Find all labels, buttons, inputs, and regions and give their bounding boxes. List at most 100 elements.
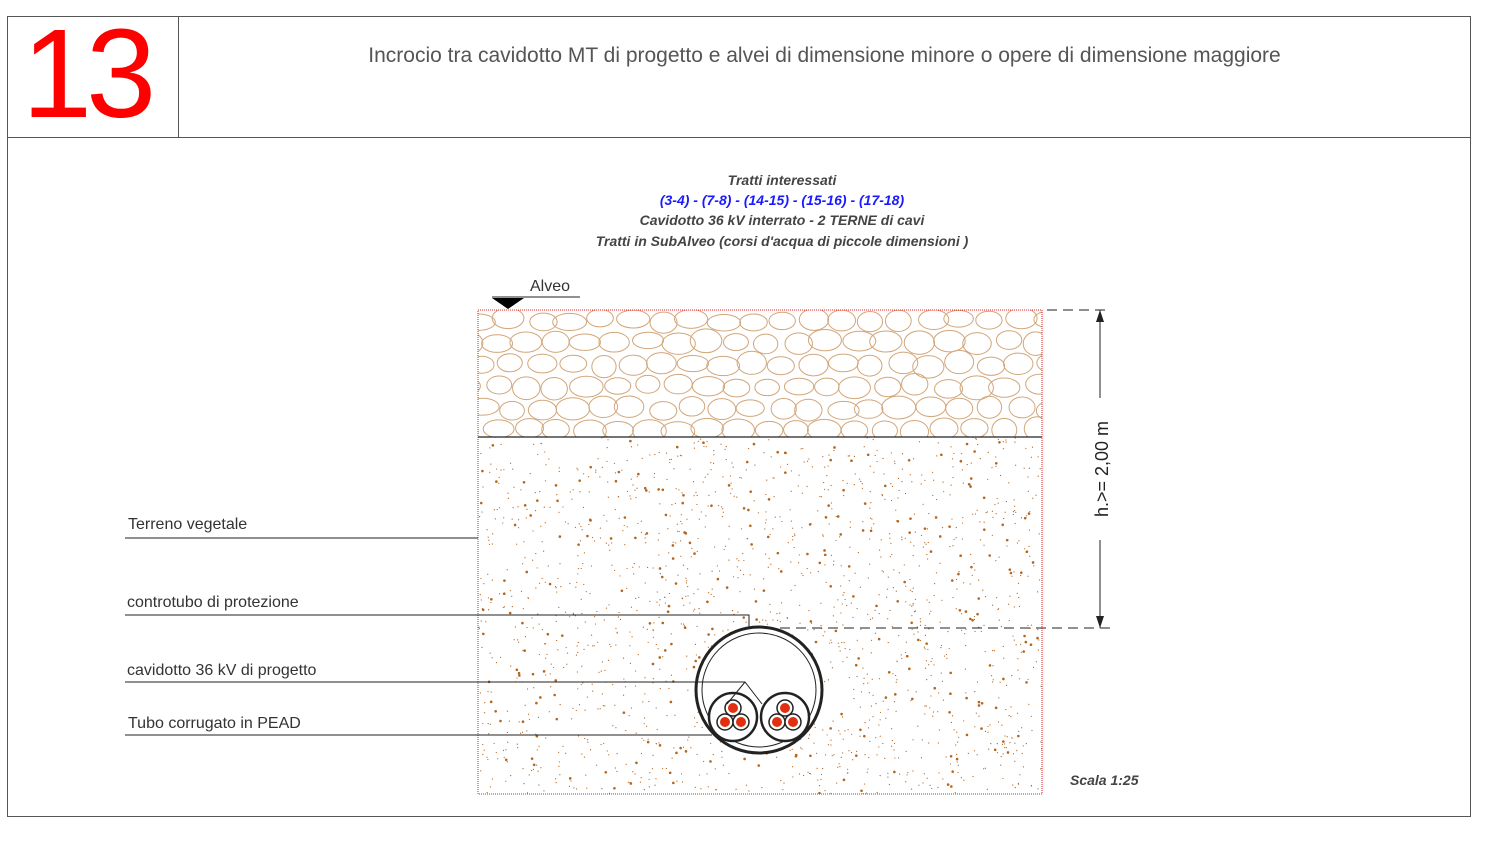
- soil-grain: [585, 591, 587, 593]
- soil-grain: [555, 620, 557, 623]
- stone: [888, 351, 919, 375]
- controtubo-label: controtubo di protezione: [127, 594, 299, 611]
- soil-grain: [774, 516, 776, 518]
- soil-grain: [808, 772, 811, 775]
- soil-grain: [922, 546, 924, 548]
- stone: [569, 375, 604, 398]
- soil-grain: [965, 692, 967, 694]
- soil-grain: [936, 455, 938, 457]
- soil-grain: [522, 608, 524, 610]
- soil-grain: [833, 449, 835, 452]
- soil-grain: [852, 616, 854, 618]
- soil-grain: [823, 681, 826, 683]
- soil-grain: [949, 671, 952, 675]
- stone: [478, 428, 479, 435]
- soil-grain: [984, 730, 987, 732]
- stone: [721, 418, 755, 437]
- soil-grain: [575, 709, 577, 712]
- soil-grain: [866, 673, 868, 675]
- soil-grain: [691, 547, 693, 549]
- soil-grain: [987, 725, 989, 728]
- soil-grain: [590, 565, 593, 567]
- soil-grain: [713, 595, 715, 598]
- soil-grain: [736, 496, 738, 498]
- soil-grain: [819, 495, 821, 498]
- soil-grain: [898, 757, 900, 759]
- soil-grain: [917, 725, 919, 727]
- stone: [753, 333, 779, 355]
- soil-grain: [863, 783, 866, 785]
- soil-grain: [750, 543, 753, 546]
- soil-grain: [921, 474, 923, 476]
- soil-grain: [748, 790, 750, 792]
- soil-grain: [586, 534, 589, 538]
- stone: [674, 310, 709, 329]
- soil-grain: [642, 626, 645, 628]
- soil-grain: [635, 496, 637, 499]
- soil-grain: [488, 733, 490, 735]
- soil-grain: [625, 763, 627, 765]
- soil-grain: [706, 440, 708, 443]
- soil-grain: [602, 705, 605, 707]
- soil-grain: [769, 611, 772, 613]
- soil-grain: [846, 768, 849, 770]
- stone: [478, 313, 496, 331]
- soil-grain: [549, 506, 551, 509]
- soil-grain: [869, 618, 872, 620]
- soil-grain: [890, 728, 893, 730]
- stone: [1008, 396, 1036, 419]
- soil-grain: [522, 649, 524, 652]
- soil-grain: [978, 626, 980, 628]
- soil-grain: [799, 604, 801, 606]
- soil-grain: [674, 714, 676, 716]
- soil-grain: [597, 458, 599, 460]
- soil-grain: [830, 639, 832, 641]
- soil-grain: [489, 700, 493, 704]
- soil-grain: [518, 519, 520, 521]
- soil-grain: [742, 507, 746, 510]
- soil-grain: [919, 624, 922, 627]
- soil-grain: [648, 786, 650, 788]
- soil-grain: [686, 580, 688, 582]
- soil-grain: [643, 717, 646, 719]
- stone: [512, 376, 541, 401]
- soil-grain: [535, 552, 537, 555]
- soil-grain: [1030, 456, 1032, 458]
- soil-grain: [957, 572, 960, 576]
- soil-grain: [808, 610, 810, 612]
- soil-grain: [765, 511, 767, 513]
- soil-grain: [961, 469, 963, 471]
- soil-grain: [922, 782, 924, 784]
- soil-grain: [721, 750, 723, 753]
- soil-grain: [980, 727, 983, 730]
- stone: [959, 375, 994, 401]
- soil-grain: [881, 570, 883, 572]
- soil-grain: [824, 516, 828, 519]
- number-box: 13: [8, 11, 179, 137]
- soil-grain: [895, 509, 897, 511]
- soil-grain: [572, 612, 574, 614]
- soil-grain: [675, 542, 677, 544]
- soil-grain: [538, 653, 540, 656]
- soil-grain: [779, 516, 781, 518]
- soil-grain: [702, 441, 705, 445]
- soil-grain: [614, 472, 617, 474]
- soil-grain: [832, 564, 835, 566]
- soil-grain: [990, 675, 993, 677]
- soil-grain: [843, 591, 845, 594]
- soil-grain: [915, 691, 917, 693]
- soil-grain: [887, 772, 889, 774]
- soil-grain: [993, 650, 996, 652]
- soil-grain: [806, 552, 809, 556]
- soil-grain: [1017, 782, 1020, 784]
- soil-grain: [988, 664, 992, 667]
- soil-grain: [679, 746, 682, 750]
- soil-grain: [633, 562, 635, 565]
- soil-grain: [1038, 639, 1040, 641]
- soil-grain: [1005, 538, 1009, 542]
- soil-grain: [558, 511, 560, 513]
- soil-grain: [693, 495, 695, 497]
- soil-grain: [794, 584, 796, 587]
- soil-grain: [483, 583, 485, 585]
- soil-grain: [878, 678, 881, 680]
